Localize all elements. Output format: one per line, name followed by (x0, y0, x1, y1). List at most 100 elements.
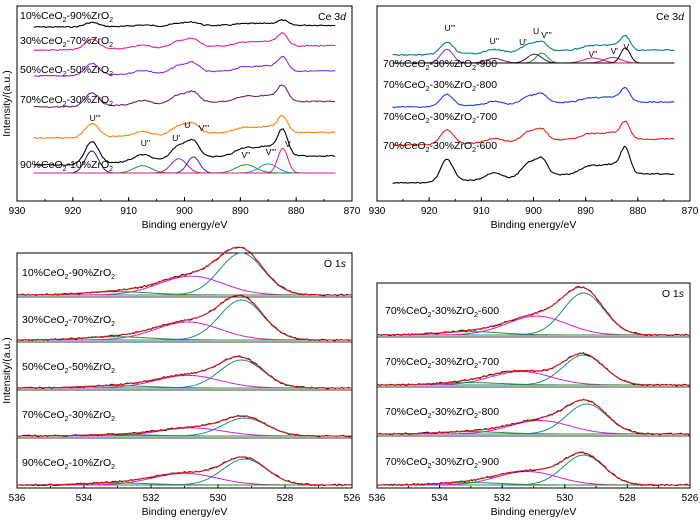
series-label-b-0: 70%CeO2-30%ZrO2-900 (383, 58, 497, 72)
x-tick-label: 930 (369, 206, 386, 217)
panel-a-title: Ce 3d (318, 11, 347, 23)
ce-spectrum-a-4 (33, 114, 336, 139)
x-tick-label: 890 (232, 206, 249, 217)
o1s-fit-envelope (377, 399, 690, 435)
x-tick-label: 870 (682, 206, 699, 217)
peak-label-b: V''' (541, 30, 552, 40)
adsorbed-oxygen-peak (17, 427, 352, 437)
x-tick-label: 900 (525, 206, 542, 217)
series-label-c-2: 50%CeO2-50%ZrO2 (22, 361, 115, 375)
x-tick-label: 534 (76, 493, 93, 504)
peak-label-a: U'' (141, 138, 151, 148)
ce-fit-component (33, 147, 336, 174)
ce-spectrum-a-3 (33, 84, 336, 109)
o1s-fit-envelope (17, 246, 352, 296)
x-tick-label: 532 (494, 493, 511, 504)
adsorbed-oxygen-peak (377, 471, 690, 486)
x-tick-label: 910 (473, 206, 490, 217)
ce-spectrum-b-2 (392, 120, 675, 147)
o1s-fit-envelope (377, 286, 690, 336)
o1s-raw-spectrum (16, 246, 353, 297)
y-axis-label: Intensity/(a.u.) (1, 70, 13, 137)
series-label-d-2: 70%CeO2-30%ZrO2-800 (385, 406, 499, 420)
o1s-fit-envelope (17, 356, 352, 389)
series-label-d-1: 70%CeO2-30%ZrO2-700 (385, 356, 499, 370)
series-label-c-3: 70%CeO2-30%ZrO2 (22, 409, 115, 423)
o1s-raw-spectrum (16, 294, 353, 342)
x-tick-label: 532 (143, 493, 160, 504)
x-tick-label: 880 (629, 206, 646, 217)
series-label-b-1: 70%CeO2-30%ZrO2-800 (383, 79, 497, 93)
ce-spectrum-b-3 (392, 145, 675, 184)
peak-label-b: U (533, 26, 539, 36)
ce-spectrum-a-5 (33, 128, 336, 167)
o1s-fit-envelope (377, 352, 690, 386)
series-label-d-0: 70%CeO2-30%ZrO2-600 (385, 305, 499, 319)
o1s-fit-envelope (17, 415, 352, 437)
peak-label-b: U' (519, 37, 527, 47)
adsorbed-oxygen-peak (17, 374, 352, 389)
series-label-a-0: 10%CeO2-90%ZrO2 (20, 10, 113, 24)
ce-spectrum-a-0 (33, 18, 336, 28)
x-tick-label: 930 (9, 206, 26, 217)
panel-b-title: Ce 3d (656, 11, 685, 23)
x-tick-label: 870 (344, 206, 361, 217)
series-label-c-4: 90%CeO2-10%ZrO2 (22, 457, 115, 471)
o1s-fit-envelope (377, 452, 690, 486)
series-label-b-3: 70%CeO2-30%ZrO2-600 (383, 140, 497, 154)
x-tick-label: 534 (431, 493, 448, 504)
peak-label-a: U (184, 120, 190, 130)
x-tick-label: 920 (421, 206, 438, 217)
peak-label-a: V (285, 139, 291, 149)
x-axis-label: Binding energy/eV (491, 219, 577, 231)
peak-label-a: V''' (266, 147, 277, 157)
peak-label-b: U'' (490, 36, 500, 46)
series-label-c-0: 10%CeO2-90%ZrO2 (22, 267, 115, 281)
series-label-a-2: 50%CeO2-50%ZrO2 (20, 64, 113, 78)
peak-label-b: U''' (445, 23, 456, 33)
series-label-d-3: 70%CeO2-30%ZrO2-900 (385, 456, 499, 470)
series-label-a-3: 70%CeO2-30%ZrO2 (20, 94, 113, 108)
adsorbed-oxygen-peak (377, 371, 690, 386)
x-tick-label: 900 (176, 206, 193, 217)
x-tick-label: 910 (120, 206, 137, 217)
x-tick-label: 528 (619, 493, 636, 504)
x-tick-label: 526 (682, 493, 699, 504)
x-tick-label: 528 (277, 493, 294, 504)
peak-label-b: V (624, 42, 630, 52)
ce-fit-component-b (392, 47, 675, 64)
x-axis-label: Binding energy/eV (142, 219, 228, 231)
peak-label-a: U''' (90, 113, 101, 123)
x-tick-label: 890 (577, 206, 594, 217)
ce-spectrum-a-2 (33, 55, 336, 78)
peak-label-b: V' (611, 46, 619, 56)
series-label-c-1: 30%CeO2-70%ZrO2 (22, 314, 115, 328)
adsorbed-oxygen-peak (377, 420, 690, 435)
series-label-b-2: 70%CeO2-30%ZrO2-700 (383, 111, 497, 125)
x-tick-label: 536 (369, 493, 386, 504)
peak-label-a: V''' (199, 123, 210, 133)
ce-spectrum-b-1 (392, 87, 675, 109)
panel-d-title: O 1s (662, 288, 685, 300)
ce-spectrum-a-1 (33, 32, 336, 52)
ce-spectrum-b-0 (392, 34, 675, 57)
peak-label-a: U' (172, 133, 180, 143)
x-axis-label: Binding energy/eV (491, 506, 577, 518)
x-tick-label: 530 (210, 493, 227, 504)
o1s-fit-envelope (17, 294, 352, 341)
x-tick-label: 880 (288, 206, 305, 217)
x-tick-label: 536 (9, 493, 26, 504)
o1s-raw-spectrum (16, 456, 353, 487)
o1s-fit-envelope (17, 456, 352, 486)
y-axis-label: Intensity/(a.u.) (1, 337, 13, 404)
adsorbed-oxygen-peak (377, 315, 690, 336)
x-tick-label: 920 (64, 206, 81, 217)
series-label-a-5: 90%CeO2-10%ZrO2 (20, 159, 113, 173)
panel-c-title: O 1s (324, 258, 347, 270)
x-tick-label: 526 (344, 493, 361, 504)
x-axis-label: Binding energy/eV (142, 506, 228, 518)
x-tick-label: 530 (556, 493, 573, 504)
peak-label-a: V'' (241, 150, 250, 160)
series-label-a-1: 30%CeO2-70%ZrO2 (20, 35, 113, 49)
